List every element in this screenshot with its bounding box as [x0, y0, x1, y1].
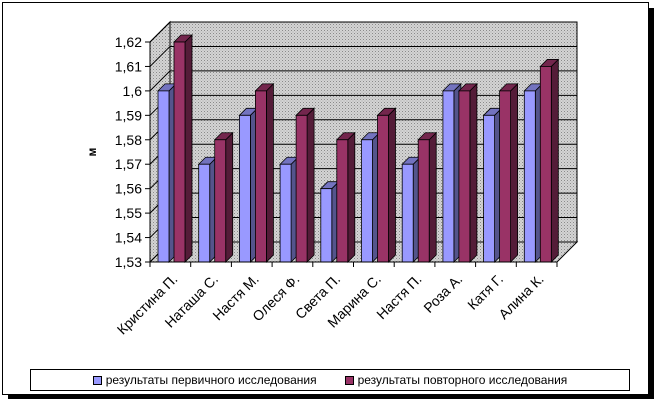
bar-front	[523, 90, 536, 263]
legend: результаты первичного исследования резул…	[30, 369, 630, 391]
y-axis: 1,53 1,54 1,55 1,56 1,57 1,58 1,59 1,6 1,61 1,62	[115, 34, 151, 270]
y-tick-label: 1,56	[115, 181, 142, 197]
bar-front	[401, 163, 414, 263]
gridline	[149, 45, 577, 67]
bar-front	[336, 139, 349, 263]
legend-label-repeat: результаты повторного исследования	[357, 373, 568, 387]
y-tick-label: 1,53	[115, 254, 142, 270]
y-tick-label: 1,54	[115, 230, 142, 246]
legend-swatch-primary	[92, 375, 102, 385]
bar-side	[265, 82, 274, 263]
bar-repeat	[335, 131, 356, 263]
bar-primary	[441, 82, 462, 263]
bar-front	[499, 90, 512, 263]
y-tick-label: 1,61	[115, 58, 142, 74]
chart-shadow-right	[648, 8, 654, 398]
bar-primary	[482, 107, 503, 263]
bar-side	[306, 107, 315, 263]
bar-primary	[523, 82, 544, 263]
bar-front	[279, 163, 292, 263]
chart-shadow-bottom	[8, 394, 654, 399]
y-tick-label: 1,59	[115, 107, 142, 123]
gridline	[149, 21, 577, 43]
bar-front	[483, 114, 496, 263]
bars	[157, 34, 560, 263]
bar-primary	[401, 156, 422, 263]
bar-front	[157, 90, 170, 263]
bar-front	[377, 114, 389, 263]
y-tick-label: 1,58	[115, 132, 142, 148]
bar-repeat	[213, 131, 234, 263]
bar-primary	[279, 156, 300, 263]
legend-swatch-repeat	[344, 375, 354, 385]
legend-item-primary: результаты первичного исследования	[92, 373, 317, 387]
bar-repeat	[295, 107, 316, 263]
x-tick-label: Роза А.	[420, 271, 465, 316]
legend-item-repeat: результаты повторного исследования	[344, 373, 568, 387]
bar-front	[254, 90, 267, 263]
bar-side	[510, 82, 518, 263]
bar-front	[214, 139, 227, 263]
bar-side	[184, 34, 193, 263]
gridline	[149, 70, 577, 92]
legend-label-primary: результаты первичного исследования	[105, 373, 317, 387]
bar-repeat	[376, 107, 397, 263]
bar-side	[347, 131, 356, 263]
bar-front	[173, 41, 186, 263]
y-tick-label: 1,62	[115, 34, 142, 50]
x-tick-label: Настя П.	[373, 271, 424, 322]
bar-front	[198, 163, 211, 263]
bar-primary	[157, 82, 177, 263]
y-tick-label: 1,57	[115, 156, 142, 172]
y-tick-label: 1,55	[115, 205, 142, 221]
bar-repeat	[457, 82, 478, 263]
bar-primary	[238, 107, 259, 263]
bar-repeat	[539, 58, 560, 263]
bar-repeat	[498, 82, 519, 263]
bar-primary	[319, 180, 340, 263]
bar-repeat	[173, 34, 193, 263]
bar-front	[458, 90, 471, 263]
x-axis: Кристина П.Наташа С.Настя М.Олеся Ф.Свет…	[114, 261, 558, 338]
bar-front	[320, 188, 333, 263]
bar-side	[388, 107, 396, 263]
bar-front	[442, 90, 455, 263]
bar-primary	[197, 156, 218, 263]
bar-front	[361, 139, 373, 263]
bar-side	[550, 58, 559, 263]
bar-front	[295, 114, 308, 263]
bar-repeat	[417, 131, 438, 263]
x-tick-label: Алина К.	[495, 271, 546, 322]
bar-front	[238, 114, 251, 263]
bar-repeat	[254, 82, 275, 263]
y-axis-label: м	[85, 147, 99, 156]
bar-front	[417, 139, 430, 263]
bar-side	[225, 131, 234, 263]
bar-primary	[360, 131, 381, 263]
y-tick-label: 1,6	[123, 83, 143, 99]
bar-front	[539, 66, 552, 263]
bar-side	[428, 131, 437, 263]
bar-side	[469, 82, 478, 263]
